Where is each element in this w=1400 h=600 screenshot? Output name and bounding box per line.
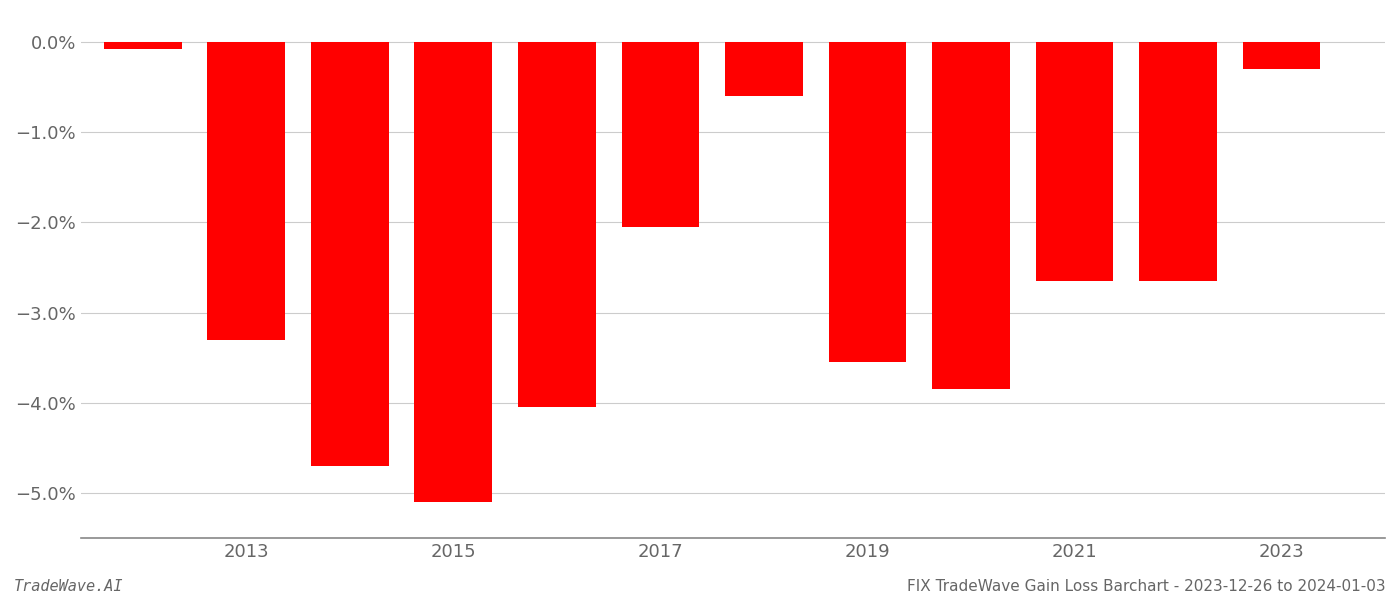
Text: FIX TradeWave Gain Loss Barchart - 2023-12-26 to 2024-01-03: FIX TradeWave Gain Loss Barchart - 2023-…	[907, 579, 1386, 594]
Bar	[414, 42, 493, 502]
Bar	[311, 42, 389, 466]
Bar	[104, 42, 182, 49]
Bar	[932, 42, 1009, 389]
Bar	[1243, 42, 1320, 69]
Text: TradeWave.AI: TradeWave.AI	[14, 579, 123, 594]
Bar	[725, 42, 802, 96]
Bar	[1036, 42, 1113, 281]
Bar	[1140, 42, 1217, 281]
Bar	[207, 42, 286, 340]
Bar	[518, 42, 595, 407]
Bar	[622, 42, 699, 227]
Bar	[829, 42, 906, 362]
